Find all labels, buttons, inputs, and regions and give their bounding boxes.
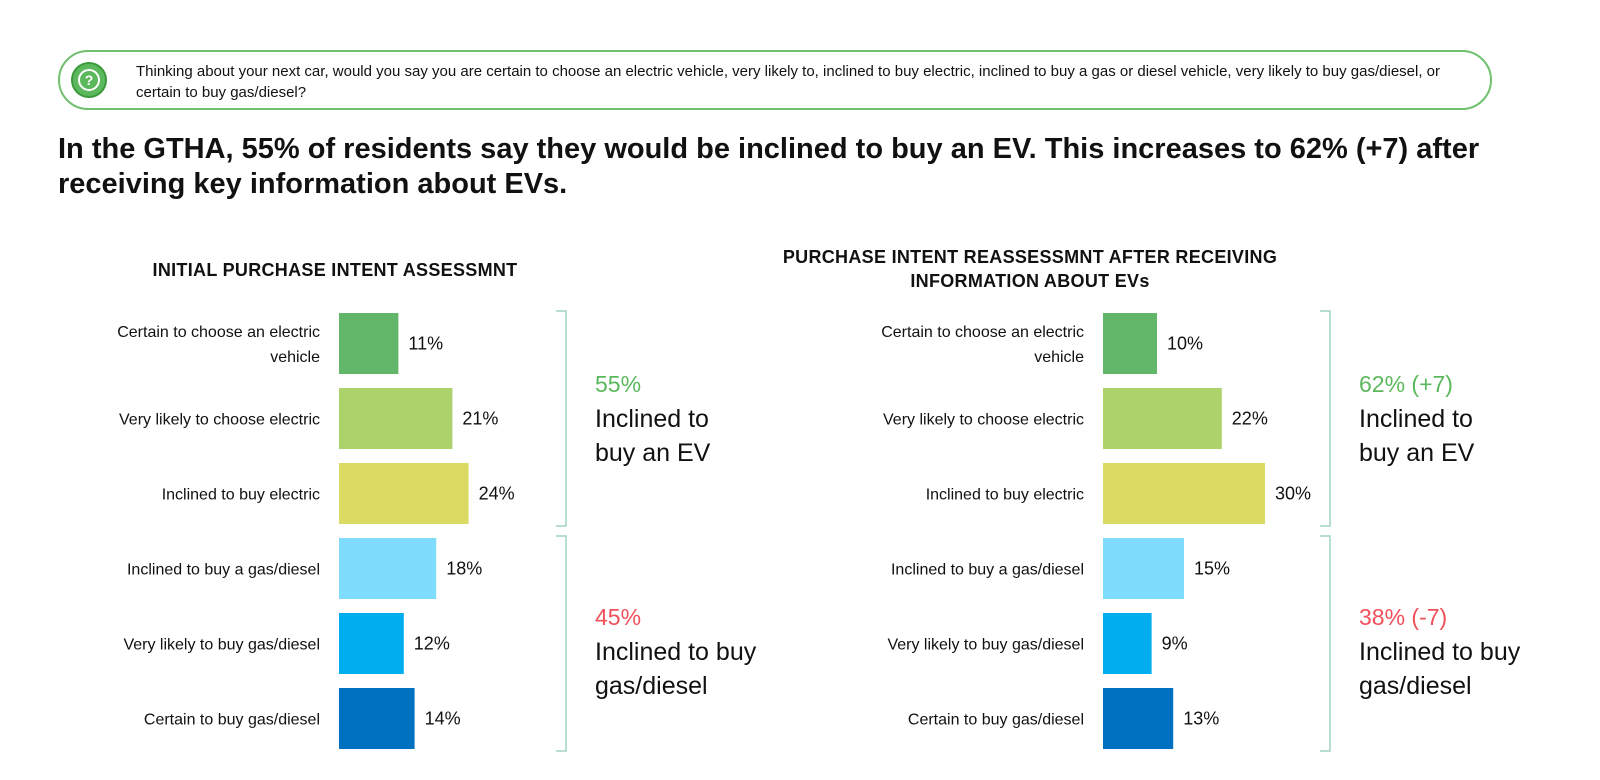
group-bracket-1-0 <box>1320 310 1331 527</box>
bar-0-2 <box>339 463 469 524</box>
group-label-1-0: Inclined to buy an EV <box>1359 405 1475 467</box>
survey-question: Thinking about your next car, would you … <box>136 63 1441 101</box>
value-label-0-1: 21% <box>462 409 498 429</box>
bar-0-5 <box>339 688 415 749</box>
bar-1-2 <box>1103 463 1265 524</box>
bar-1-3 <box>1103 538 1184 599</box>
group-bracket-0-0 <box>556 310 567 527</box>
category-label-1-5: Certain to buy gas/diesel <box>908 712 1084 729</box>
category-label-1-1: Very likely to choose electric <box>883 412 1084 429</box>
value-label-1-2: 30% <box>1275 484 1311 504</box>
bar-1-4 <box>1103 613 1152 674</box>
group-percent-1-1: 38% (-7) <box>1359 604 1448 630</box>
category-label-1-3: Inclined to buy a gas/diesel <box>891 562 1084 579</box>
value-label-0-2: 24% <box>479 484 515 504</box>
category-label-1-2: Inclined to buy electric <box>926 487 1084 504</box>
category-label-0-3: Inclined to buy a gas/diesel <box>127 562 320 579</box>
chart-title-reassessment: PURCHASE INTENT REASSESSMNT AFTER RECEIV… <box>782 247 1278 291</box>
category-label-0-5: Certain to buy gas/diesel <box>144 712 320 729</box>
bar-1-5 <box>1103 688 1174 749</box>
category-label-0-1: Very likely to choose electric <box>119 412 320 429</box>
category-label-0-2: Inclined to buy electric <box>162 487 320 504</box>
value-label-0-5: 14% <box>425 709 461 729</box>
group-bracket-0-1 <box>556 535 567 752</box>
question-box: ? Thinking about your next car, would yo… <box>58 50 1492 110</box>
chart-title-initial: INITIAL PURCHASE INTENT ASSESSMNT <box>152 260 518 280</box>
value-label-0-4: 12% <box>414 634 450 654</box>
group-percent-0-1: 45% <box>595 604 642 630</box>
value-label-1-1: 22% <box>1232 409 1268 429</box>
bar-0-1 <box>339 388 453 449</box>
category-label-1-4: Very likely to buy gas/diesel <box>887 637 1084 654</box>
group-bracket-1-1 <box>1320 535 1331 752</box>
group-label-0-0: Inclined to buy an EV <box>595 405 711 467</box>
group-percent-1-0: 62% (+7) <box>1359 371 1453 397</box>
group-label-0-1: Inclined to buy gas/diesel <box>595 638 757 700</box>
category-label-0-4: Very likely to buy gas/diesel <box>123 637 320 654</box>
value-label-1-5: 13% <box>1183 709 1219 729</box>
value-label-1-0: 10% <box>1167 334 1203 354</box>
category-label-0-0: Certain to choose an electric vehicle <box>117 324 320 366</box>
bar-1-1 <box>1103 388 1222 449</box>
question-bubble-icon: ? <box>71 62 107 98</box>
group-percent-0-0: 55% <box>595 371 642 397</box>
category-label-1-0: Certain to choose an electric vehicle <box>881 324 1084 366</box>
value-label-0-3: 18% <box>446 559 482 579</box>
bar-1-0 <box>1103 313 1157 374</box>
bar-0-4 <box>339 613 404 674</box>
value-label-1-4: 9% <box>1162 634 1188 654</box>
group-label-1-1: Inclined to buy gas/diesel <box>1359 638 1521 700</box>
bar-0-3 <box>339 538 437 599</box>
bar-0-0 <box>339 313 399 374</box>
headline: In the GTHA, 55% of residents say they w… <box>58 133 1480 200</box>
value-label-1-3: 15% <box>1194 559 1230 579</box>
value-label-0-0: 11% <box>408 334 443 354</box>
